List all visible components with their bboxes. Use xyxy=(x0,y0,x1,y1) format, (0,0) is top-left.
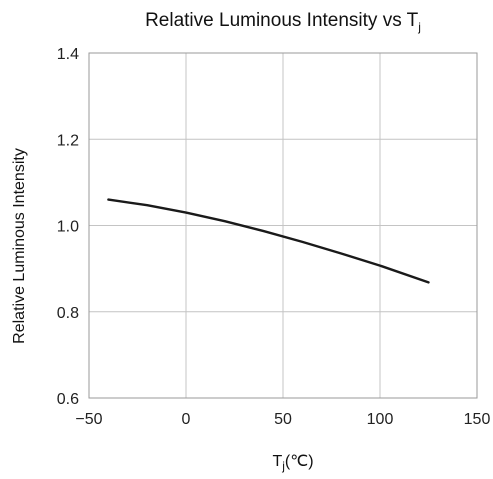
x-axis-label: Tj(℃) xyxy=(272,453,313,473)
plot-frame xyxy=(88,52,478,399)
chart-title: Relative Luminous Intensity vs Tj xyxy=(145,10,421,34)
y-tick-label: 1.2 xyxy=(57,132,79,149)
y-axis-ticks: 0.6 0.8 1.0 1.2 1.4 xyxy=(57,46,79,408)
chart-title-main: Relative Luminous Intensity vs T xyxy=(145,10,419,31)
y-tick-label: 1.0 xyxy=(57,219,79,236)
grid-lines xyxy=(88,52,478,399)
y-tick-label: 0.6 xyxy=(57,391,79,408)
series-line-0 xyxy=(107,198,430,284)
x-axis-label-subscript: j xyxy=(281,459,285,473)
x-tick-label: −50 xyxy=(75,411,102,428)
x-tick-label: 0 xyxy=(182,411,191,428)
x-tick-label: 150 xyxy=(464,411,491,428)
x-tick-label: 50 xyxy=(274,411,292,428)
y-axis-label: Relative Luminous Intensity xyxy=(11,148,28,344)
x-tick-label: 100 xyxy=(367,411,394,428)
series-layer xyxy=(107,198,430,284)
y-tick-label: 1.4 xyxy=(57,46,79,63)
y-tick-label: 0.8 xyxy=(57,305,79,322)
chart-title-subscript: j xyxy=(417,20,421,34)
x-axis-ticks: −50 0 50 100 150 xyxy=(75,411,490,428)
x-axis-label-unit: (℃) xyxy=(285,453,314,470)
x-axis-label-main: T xyxy=(272,453,282,470)
